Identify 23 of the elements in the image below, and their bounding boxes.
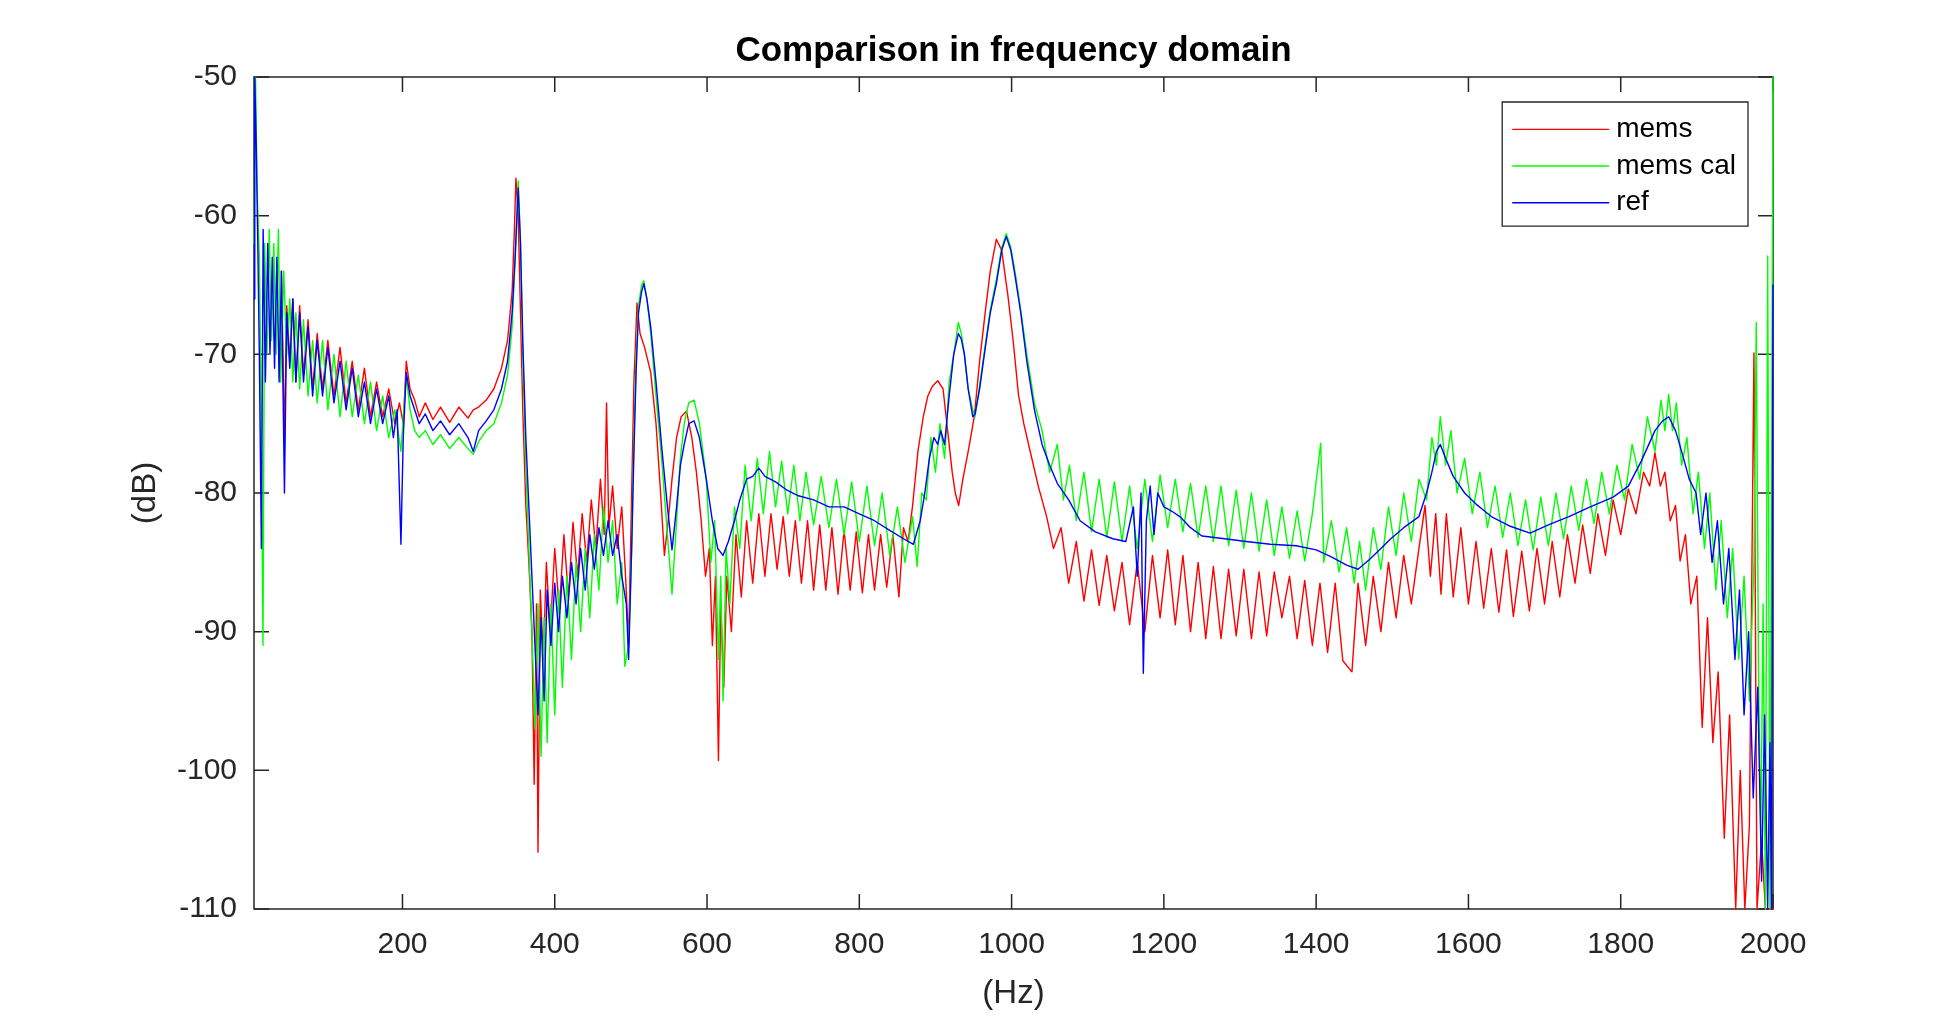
x-axis-title: (Hz) — [982, 973, 1045, 1011]
x-tick-label: 600 — [682, 926, 733, 960]
x-tick-label: 400 — [529, 926, 580, 960]
y-tick-label: -100 — [176, 751, 237, 785]
x-tick-label: 2000 — [1739, 926, 1807, 960]
legend-label: ref — [1616, 185, 1650, 217]
y-axis-title: (dB) — [124, 461, 162, 525]
y-tick-label: -80 — [193, 474, 237, 508]
x-tick-label: 1400 — [1282, 926, 1350, 960]
x-tick-label: 1800 — [1587, 926, 1655, 960]
y-tick-label: -70 — [193, 335, 237, 369]
y-tick-label: -60 — [193, 196, 237, 230]
y-tick-label: -110 — [179, 890, 237, 924]
chart-title: Comparison in frequency domain — [735, 28, 1292, 68]
x-tick-label: 1600 — [1435, 926, 1502, 960]
x-tick-label: 1200 — [1130, 926, 1198, 960]
x-tick-label: 800 — [834, 926, 885, 960]
x-tick-label: 1000 — [978, 926, 1045, 960]
x-tick-label: 200 — [377, 926, 428, 960]
y-tick-label: -50 — [193, 58, 237, 92]
y-tick-label: -90 — [193, 612, 237, 646]
legend-label: mems — [1616, 112, 1693, 144]
legend-label: mems cal — [1616, 148, 1736, 180]
